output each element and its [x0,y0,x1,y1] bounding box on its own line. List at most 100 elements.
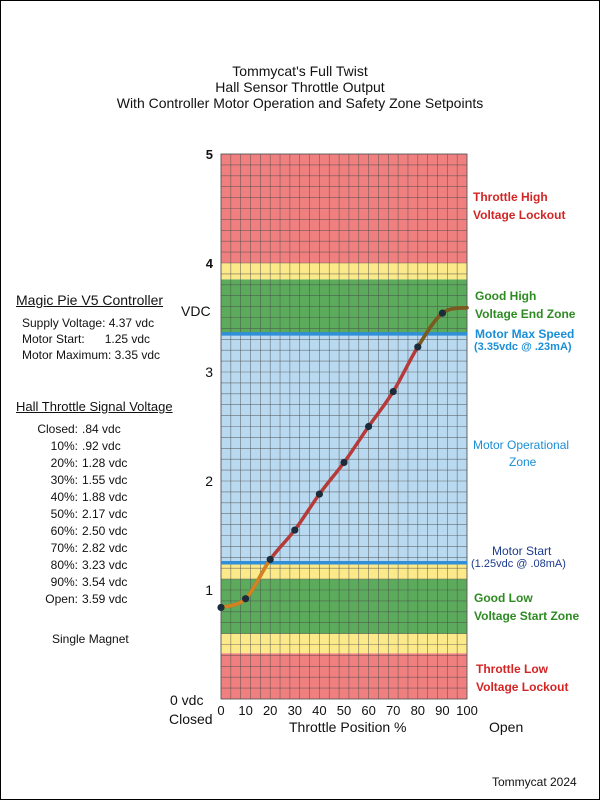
open-label: Open [489,719,524,735]
chart-title-line-1: Tommycat's Full Twist [232,63,368,79]
plot-border [220,153,468,700]
chart-title-line-3: With Controller Motor Operation and Safe… [116,95,484,111]
hall-row-value: .84 vdc [82,422,121,436]
zone-band [221,653,467,699]
hall-voltage-table: Closed: .84 vdc 10%: .92 vdc 20%: 1.28 vdc 30%… [16,422,136,609]
x-tick-label: 90 [435,703,449,718]
hall-row-value: 1.55 vdc [82,473,128,487]
zone-label-low-start-2: Voltage Start Zone [474,609,580,623]
closed-label: Closed [169,711,213,727]
x-tick-label: 70 [386,703,400,718]
hall-row: Closed: .84 vdc [16,422,136,439]
chart-title-line-2: Hall Sensor Throttle Output [215,79,385,95]
curve-point [217,603,225,612]
chart-grid [220,153,468,700]
controller-motor-maximum: Motor Maximum: 3.35 vdc [22,348,161,362]
zone-band [221,633,467,654]
y-tick-label: 3 [205,364,213,380]
x-tick-label: 0 [217,703,224,718]
hall-row: 50%: 2.17 vdc [16,507,136,524]
zone-label-low-lockout-2: Voltage Lockout [476,680,569,694]
hall-row-label: 80%: [50,558,78,572]
hall-row-label: 90%: [50,575,78,589]
zone-label-low-start-1: Good Low [474,591,533,605]
hall-row-value: 2.50 vdc [82,524,128,538]
hall-row-value: 3.23 vdc [82,558,128,572]
hall-row-label: 20%: [50,456,78,470]
y-tick-labels: 1 2 3 4 5 [205,147,214,598]
zone-label-high-end-1: Good High [475,289,537,303]
hall-row: 30%: 1.55 vdc [16,473,136,490]
x-tick-label: 40 [312,703,326,718]
zone-label-high-lockout-1: Throttle High [473,190,548,204]
x-tick-label: 50 [337,703,351,718]
x-tick-label: 20 [263,703,277,718]
curve-point [291,526,299,534]
curve-point [340,458,348,467]
x-tick-label: 10 [238,703,252,718]
hall-row-label: 40%: [50,490,78,504]
controller-supply-voltage: Supply Voltage: 4.37 vdc [22,316,155,330]
curve-point [242,595,250,603]
x-tick-label: 80 [411,703,425,718]
zone-label-high-end-2: Voltage End Zone [475,307,576,321]
x-tick-label: 30 [288,703,302,718]
controller-heading: Magic Pie V5 Controller [16,292,164,308]
hall-row-value: 2.82 vdc [82,541,128,555]
curve-point [438,309,446,317]
y-tick-label: 5 [206,147,213,162]
hall-note: Single Magnet [52,632,129,646]
x-tick-labels: 0 10 20 30 40 50 60 70 80 90 100 [217,703,477,718]
zone-band [221,562,467,580]
hall-row-value: 2.17 vdc [82,507,128,521]
hall-row-value: .92 vdc [82,439,121,453]
x-axis-label: Throttle Position % [289,719,407,735]
zone-label-high-lockout-2: Voltage Lockout [473,208,566,222]
hall-row: 90%: 3.54 vdc [16,575,136,592]
hall-row-label: Open: [45,592,78,606]
hall-row-label: 60%: [50,524,78,538]
y-tick-label: 2 [205,473,213,489]
curve-point [389,388,397,396]
controller-motor-start: Motor Start: 1.25 vdc [22,332,151,346]
zone-label-operational-1: Motor Operational [473,438,570,452]
hall-row: 80%: 3.23 vdc [16,558,136,575]
hall-row: 60%: 2.50 vdc [16,524,136,541]
zone-label-max-speed-2: (3.35vdc @ .23mA) [474,341,572,353]
zone-band [221,263,467,280]
hall-row-value: 1.28 vdc [82,456,128,470]
zone-label-motor-start-1: Motor Start [492,544,552,558]
hall-heading: Hall Throttle Signal Voltage [16,399,173,414]
x-tick-label: 60 [361,703,375,718]
curve-point [365,422,373,431]
zone-label-max-speed-1: Motor Max Speed [475,327,575,341]
x-tick-label: 100 [456,703,478,718]
hall-row-label: 30%: [50,473,78,487]
zone-label-motor-start-2: (1.25vdc @ .08mA) [471,558,566,570]
curve-point [266,555,274,564]
zone-label-operational-2: Zone [509,455,537,469]
hall-row-value: 1.88 vdc [82,490,128,504]
hall-row-label: 10%: [50,439,78,453]
y-tick-label: 4 [206,256,214,271]
zone-band [221,579,467,634]
curve-points [217,309,446,612]
y-zero-label: 0 vdc [170,692,204,708]
curve-point [414,343,422,351]
curve-point [315,490,323,498]
hall-row: 40%: 1.88 vdc [16,490,136,507]
y-tick-label: 1 [205,582,213,598]
credit-text: Tommycat 2024 [492,775,577,789]
hall-row-label: Closed: [37,422,78,436]
hall-row-value: 3.54 vdc [82,575,128,589]
hall-row-label: 70%: [50,541,78,555]
hall-row: 70%: 2.82 vdc [16,541,136,558]
hall-row: Open: 3.59 vdc [16,592,136,609]
hall-row: 10%: .92 vdc [16,439,136,456]
hall-row-label: 50%: [50,507,78,521]
hall-row: 20%: 1.28 vdc [16,456,136,473]
hall-row-value: 3.59 vdc [82,592,128,606]
zone-label-low-lockout-1: Throttle Low [476,662,548,676]
y-axis-unit: VDC [181,303,211,319]
